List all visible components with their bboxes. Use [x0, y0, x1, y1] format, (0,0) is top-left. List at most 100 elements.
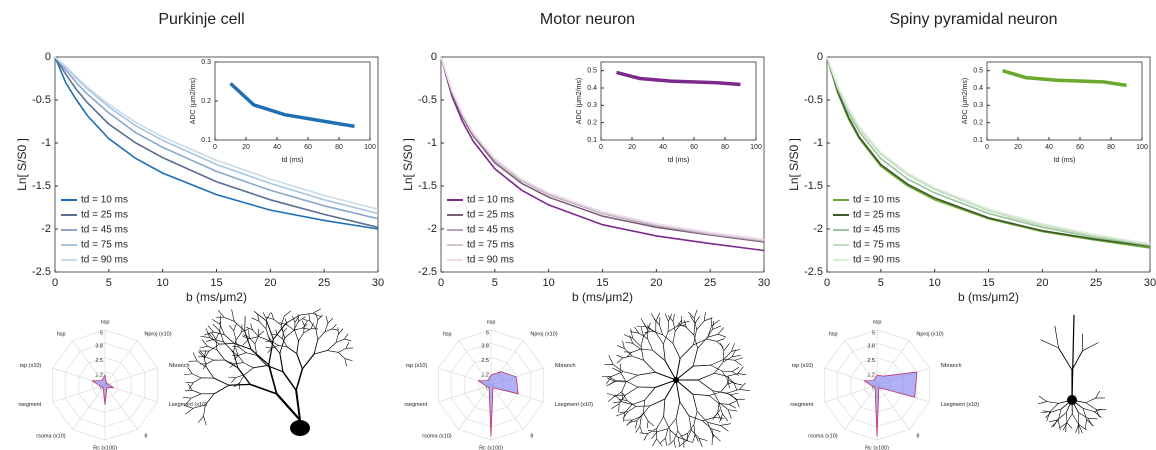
neurite — [651, 431, 658, 439]
radar-tick-label: 1.2 — [867, 372, 875, 378]
neurite — [641, 405, 650, 417]
neurite — [1054, 325, 1059, 348]
neurite — [231, 351, 239, 356]
radar-tick-label: 2.5 — [481, 358, 489, 364]
neurite — [731, 343, 735, 352]
neurite — [711, 428, 715, 438]
neurite — [200, 335, 210, 338]
neurite — [204, 331, 214, 336]
neurite — [632, 343, 641, 350]
y-axis-label: Ln[ S/S0 ] — [401, 138, 415, 191]
neurite — [219, 330, 224, 343]
neurite — [635, 426, 641, 433]
neurite — [1094, 411, 1102, 418]
neurite — [298, 332, 304, 342]
neurite — [606, 393, 616, 397]
radar-axis-label: rsegment — [404, 402, 427, 408]
neurite — [241, 335, 249, 340]
y-axis-label: Ln[ S/S0 ] — [15, 138, 29, 191]
legend-label: td = 90 ms — [467, 255, 514, 266]
radar-axis-label: Nproj (x10) — [916, 331, 943, 337]
neurite — [644, 330, 653, 333]
neurite — [1046, 411, 1051, 422]
neurite — [723, 343, 730, 351]
x-tick-label: 10 — [157, 277, 169, 289]
neurite — [626, 352, 632, 358]
neurite — [208, 343, 220, 352]
radar-axis-label: Rc (x100) — [865, 445, 889, 450]
neurite — [688, 415, 703, 422]
neurite — [678, 323, 687, 328]
radar-spoke — [458, 384, 492, 430]
neurite — [266, 312, 271, 320]
x-axis-label: b (ms/μm2) — [186, 290, 247, 304]
neurite — [668, 313, 673, 322]
neurite — [647, 420, 655, 427]
neurite — [716, 338, 725, 342]
neurite — [739, 389, 750, 391]
radar-spoke — [104, 367, 158, 386]
x-tick-label: 30 — [758, 277, 770, 289]
y-tick-label: -1 — [813, 137, 823, 149]
x-tick-label: 20 — [628, 144, 636, 151]
neurite — [246, 326, 253, 331]
neurite — [656, 428, 668, 433]
neurite — [698, 438, 708, 441]
radar-spoke — [844, 384, 878, 430]
neurite — [728, 404, 737, 409]
neurite — [324, 328, 333, 333]
neurite — [673, 430, 679, 441]
neurite — [1051, 419, 1059, 428]
neurite — [228, 325, 234, 331]
neurite — [623, 412, 625, 422]
neurite — [193, 377, 202, 384]
neurite — [677, 437, 681, 447]
neurite — [1048, 419, 1058, 423]
neurite — [229, 363, 236, 368]
neurite — [265, 346, 272, 349]
y-tick-label: -2 — [41, 223, 51, 235]
neurite — [271, 345, 279, 349]
neurite — [727, 379, 730, 389]
series-line — [826, 56, 1151, 247]
neurite — [723, 351, 732, 360]
neurite — [656, 416, 664, 429]
neurite — [693, 335, 698, 349]
neurite — [733, 383, 738, 391]
x-tick-label: 100 — [750, 144, 762, 151]
chart-title: Spiny pyramidal neuron — [889, 11, 1057, 28]
x-tick-label: 60 — [1076, 144, 1084, 151]
neurite — [223, 316, 235, 322]
neurite — [256, 355, 268, 366]
neurite — [646, 420, 649, 429]
neurite — [711, 319, 720, 327]
radar-tick-label: 5 — [100, 330, 103, 336]
neurite — [696, 411, 708, 423]
y-tick-label: 0.2 — [587, 120, 597, 127]
neurite — [720, 384, 728, 393]
neurite — [675, 418, 679, 432]
series-line — [826, 56, 1151, 247]
neurite — [233, 340, 237, 353]
neurite — [250, 348, 270, 366]
neurite — [707, 422, 713, 435]
x-tick-label: 80 — [721, 144, 729, 151]
neurite — [607, 395, 616, 402]
x-tick-label: 0 — [985, 144, 989, 151]
radar-area — [477, 371, 519, 437]
neurite — [714, 361, 724, 374]
series-line — [54, 56, 379, 230]
y-tick-label: -1.5 — [804, 180, 823, 192]
neurite — [696, 320, 705, 330]
chart-title: Motor neuron — [540, 11, 635, 28]
neurite — [185, 408, 194, 415]
neurite — [335, 338, 345, 343]
neurite — [643, 329, 651, 337]
neurite — [621, 391, 623, 400]
neurite — [279, 322, 288, 326]
neurite — [254, 343, 258, 356]
neurite — [1059, 422, 1067, 429]
neurite — [631, 355, 644, 361]
neurite — [284, 318, 288, 326]
neurite — [728, 409, 738, 412]
